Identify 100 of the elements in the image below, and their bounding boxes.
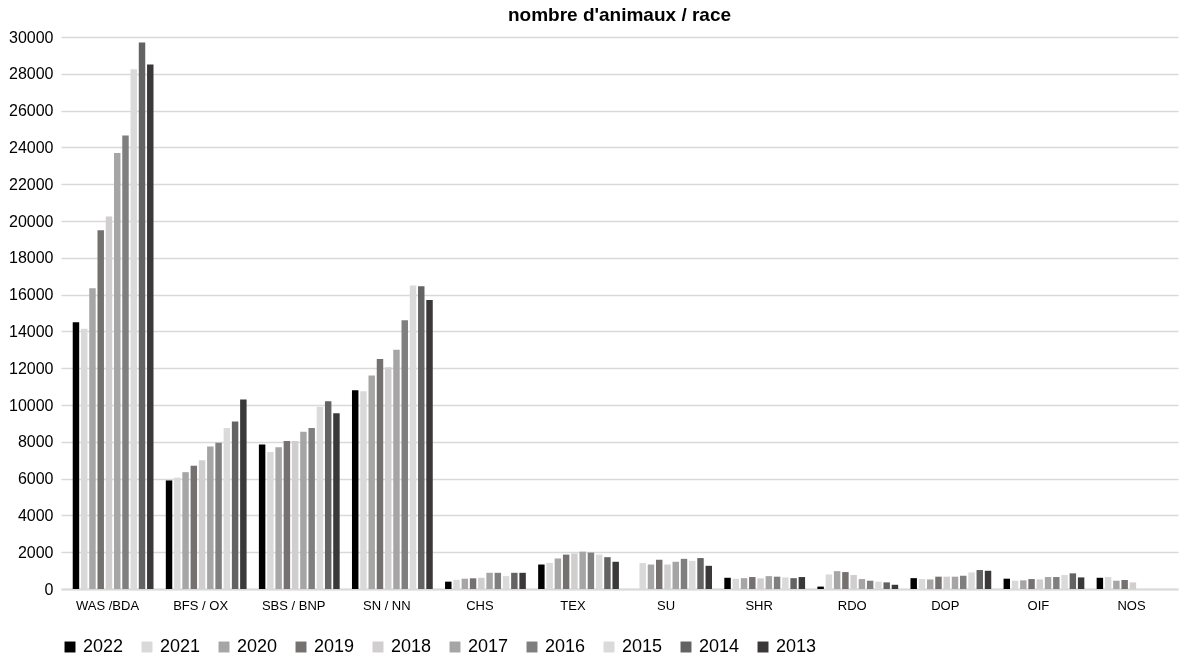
bar	[984, 570, 992, 589]
y-tick-label: 24000	[9, 138, 54, 156]
bar	[1077, 577, 1085, 589]
bar	[72, 322, 80, 589]
y-tick-label: 2000	[17, 543, 54, 561]
x-tick-label: RDO	[837, 597, 867, 613]
y-tick-label: 0	[44, 580, 54, 598]
bar	[935, 576, 942, 589]
bar	[1069, 573, 1077, 589]
bar	[283, 440, 291, 589]
y-tick-label: 10000	[9, 396, 54, 414]
x-tick-label: OIF	[1027, 597, 1050, 613]
bar	[579, 551, 586, 589]
bar	[147, 64, 154, 589]
bar	[1113, 580, 1120, 589]
bar	[182, 472, 189, 589]
bar	[207, 446, 214, 589]
x-tick-label: SBS / BNP	[261, 597, 326, 613]
y-tick-label: 6000	[17, 470, 54, 488]
bar	[122, 135, 129, 589]
y-tick-label: 30000	[9, 28, 54, 46]
bar	[165, 480, 173, 589]
bar	[697, 558, 704, 589]
bar	[538, 564, 545, 589]
bar	[773, 576, 781, 589]
x-tick-label: SU	[657, 597, 676, 613]
bar	[612, 561, 619, 589]
bar	[842, 572, 849, 589]
bar	[976, 570, 983, 589]
legend-label: 2013	[776, 636, 817, 656]
bar	[604, 557, 611, 589]
x-tick-label: BFS / OX	[173, 597, 229, 613]
bar	[798, 577, 806, 589]
legend-label: 2019	[314, 636, 355, 656]
bar	[426, 300, 433, 589]
bar	[231, 421, 239, 589]
bar	[883, 582, 890, 589]
bar	[418, 286, 425, 589]
bar	[138, 42, 146, 589]
bar	[215, 442, 222, 589]
bar	[740, 578, 748, 589]
bar	[519, 572, 526, 589]
x-tick-label: DOP	[931, 597, 960, 613]
bar	[324, 401, 332, 589]
y-tick-label: 12000	[9, 359, 54, 377]
legend-label: 2021	[160, 636, 201, 656]
bar	[858, 579, 866, 589]
bar	[1121, 579, 1128, 589]
bar	[393, 349, 400, 589]
bar	[494, 572, 502, 589]
x-tick-label: WAS /BDA	[75, 597, 140, 613]
bar	[910, 578, 917, 589]
bar	[368, 375, 375, 589]
legend-label: 2016	[545, 636, 586, 656]
bar	[511, 572, 518, 589]
x-tick-label: TEX	[560, 597, 586, 613]
bar	[817, 586, 824, 589]
bar	[240, 399, 247, 589]
bar	[486, 572, 493, 589]
bar	[1028, 579, 1035, 589]
bar	[765, 576, 773, 589]
y-tick-label: 26000	[9, 102, 54, 120]
bar	[705, 565, 712, 589]
y-tick-label: 18000	[9, 249, 54, 267]
bar	[951, 576, 959, 589]
legend-label: 2022	[83, 636, 124, 656]
bar	[562, 554, 570, 589]
bar	[97, 230, 104, 589]
legend-label: 2015	[622, 636, 663, 656]
x-tick-label: CHS	[466, 597, 494, 613]
bar	[190, 465, 198, 589]
bar	[89, 288, 96, 589]
x-tick-label: SHR	[745, 597, 773, 613]
legend-label: 2018	[391, 636, 432, 656]
legend-label: 2020	[237, 636, 278, 656]
bar	[1044, 577, 1052, 589]
bar	[647, 564, 655, 589]
bar	[275, 447, 282, 589]
bar	[376, 359, 384, 589]
bar	[554, 558, 562, 589]
bar	[401, 320, 408, 589]
x-tick-label: NOS	[1117, 597, 1146, 613]
bar	[1053, 577, 1060, 589]
x-tick-label: SN / NN	[362, 597, 411, 613]
bar	[300, 431, 307, 589]
chart-title: nombre d'animaux / race	[507, 4, 732, 25]
y-tick-label: 14000	[9, 322, 54, 340]
bar	[445, 581, 452, 589]
bar	[308, 428, 315, 589]
y-tick-label: 8000	[17, 433, 54, 451]
y-tick-label: 16000	[9, 286, 54, 304]
bar	[672, 561, 679, 589]
bar	[333, 413, 340, 589]
bar	[866, 580, 874, 589]
bar	[960, 575, 967, 589]
bar	[680, 558, 688, 589]
y-tick-label: 20000	[9, 212, 54, 230]
bar	[258, 444, 266, 589]
legend-label: 2017	[468, 636, 509, 656]
bar	[114, 152, 121, 589]
